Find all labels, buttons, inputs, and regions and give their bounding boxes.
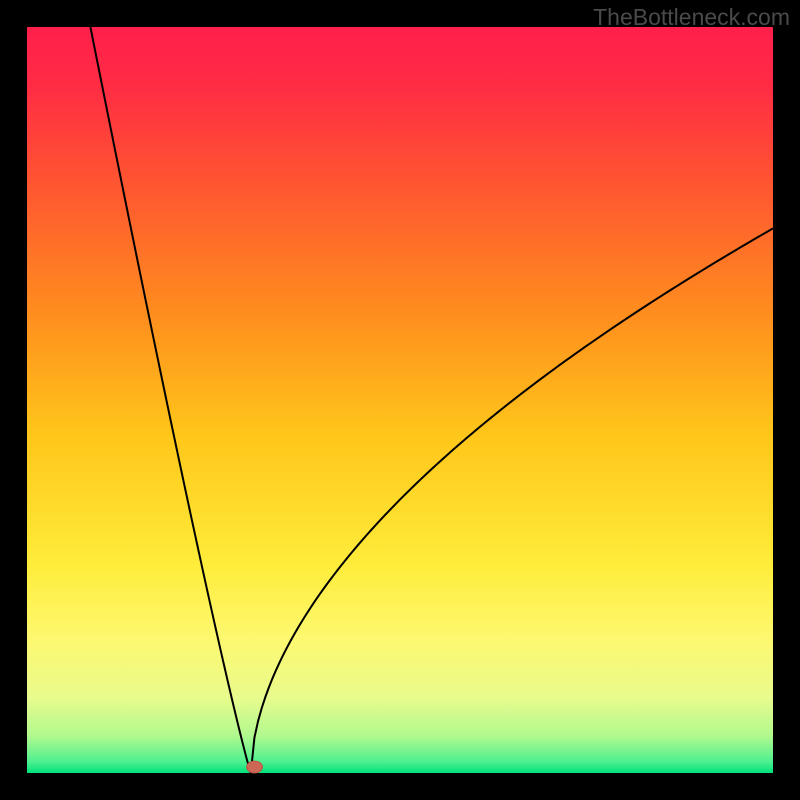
chart-svg [0, 0, 800, 800]
chart-root: TheBottleneck.com [0, 0, 800, 800]
watermark-text: TheBottleneck.com [593, 4, 790, 31]
minimum-marker [247, 761, 263, 773]
plot-gradient-area [27, 27, 773, 773]
